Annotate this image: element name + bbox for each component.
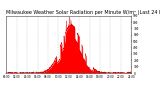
Text: Milwaukee Weather Solar Radiation per Minute W/m² (Last 24 Hours): Milwaukee Weather Solar Radiation per Mi… <box>6 10 160 15</box>
